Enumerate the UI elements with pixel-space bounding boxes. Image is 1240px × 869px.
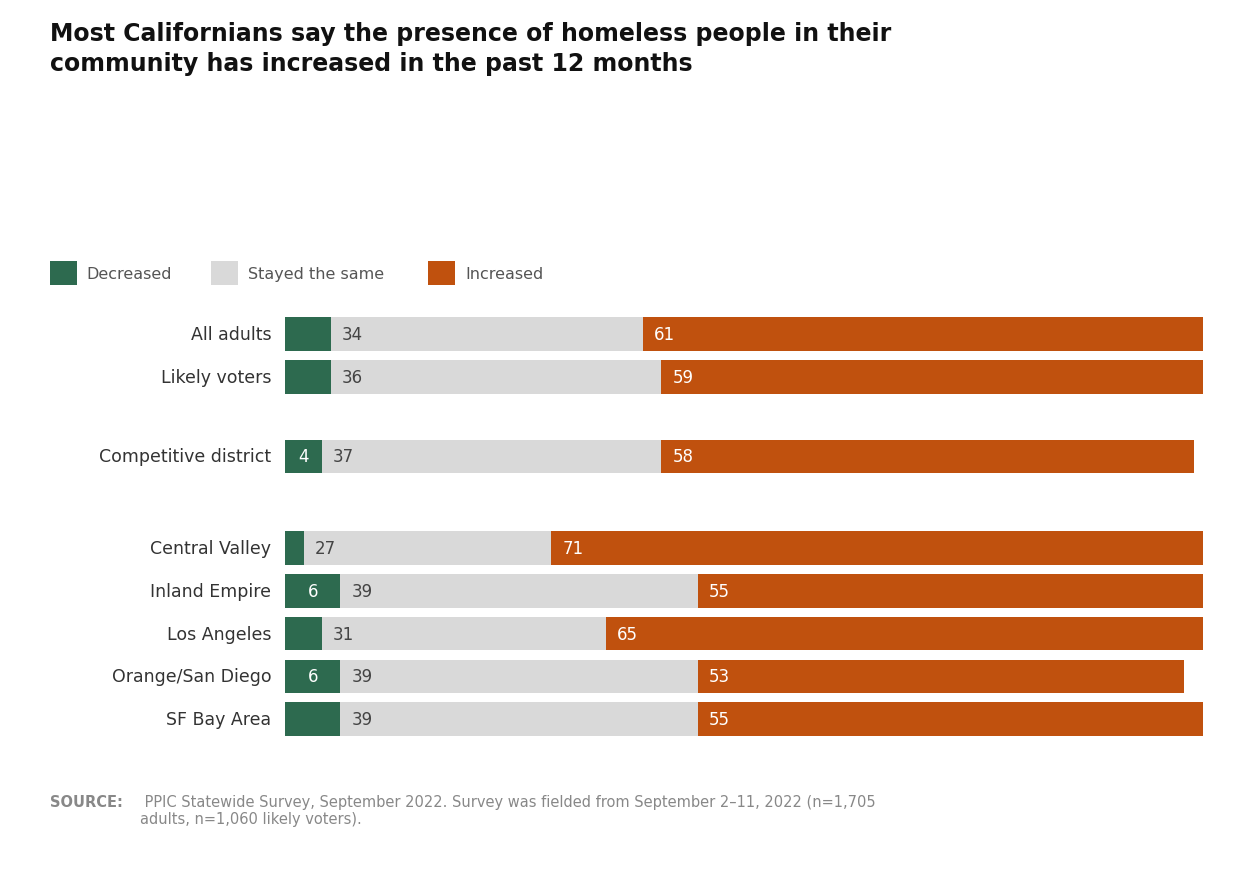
Text: 34: 34 bbox=[342, 326, 363, 343]
Bar bbox=[340, 703, 698, 736]
Text: Increased: Increased bbox=[465, 266, 543, 282]
Text: 27: 27 bbox=[315, 540, 336, 557]
Bar bbox=[644, 318, 1203, 351]
Text: 6: 6 bbox=[308, 667, 317, 686]
Bar bbox=[285, 440, 322, 474]
Text: Likely voters: Likely voters bbox=[161, 368, 272, 387]
Text: 39: 39 bbox=[351, 582, 372, 600]
Text: 37: 37 bbox=[332, 448, 355, 466]
Text: 59: 59 bbox=[672, 368, 693, 387]
Bar bbox=[285, 318, 331, 351]
Bar bbox=[340, 660, 698, 693]
Bar bbox=[285, 660, 340, 693]
Text: 55: 55 bbox=[709, 582, 730, 600]
Text: 36: 36 bbox=[342, 368, 363, 387]
Bar bbox=[661, 361, 1203, 395]
Text: Most Californians say the presence of homeless people in their
community has inc: Most Californians say the presence of ho… bbox=[50, 22, 890, 76]
Text: 58: 58 bbox=[672, 448, 693, 466]
Text: SOURCE:: SOURCE: bbox=[50, 794, 123, 809]
Text: 53: 53 bbox=[709, 667, 730, 686]
Text: 61: 61 bbox=[653, 326, 676, 343]
Text: 55: 55 bbox=[709, 710, 730, 728]
Text: 31: 31 bbox=[332, 625, 355, 643]
Bar bbox=[322, 440, 661, 474]
Bar bbox=[661, 440, 1194, 474]
Text: Stayed the same: Stayed the same bbox=[248, 266, 384, 282]
Text: 39: 39 bbox=[351, 667, 372, 686]
Bar bbox=[285, 703, 340, 736]
Bar bbox=[285, 574, 340, 608]
Text: 71: 71 bbox=[562, 540, 584, 557]
Text: 39: 39 bbox=[351, 710, 372, 728]
Text: 6: 6 bbox=[308, 582, 317, 600]
Bar bbox=[285, 361, 331, 395]
Text: Competitive district: Competitive district bbox=[99, 448, 272, 466]
Text: 65: 65 bbox=[618, 625, 639, 643]
Text: Decreased: Decreased bbox=[87, 266, 172, 282]
Text: PPIC Statewide Survey, September 2022. Survey was fielded from September 2–11, 2: PPIC Statewide Survey, September 2022. S… bbox=[140, 794, 875, 826]
Bar bbox=[698, 574, 1203, 608]
Text: Inland Empire: Inland Empire bbox=[150, 582, 272, 600]
Bar bbox=[331, 318, 644, 351]
Text: Central Valley: Central Valley bbox=[150, 540, 272, 557]
Bar bbox=[331, 361, 661, 395]
Bar bbox=[552, 532, 1203, 565]
Bar bbox=[698, 703, 1203, 736]
Bar bbox=[340, 574, 698, 608]
Bar bbox=[606, 617, 1203, 651]
Text: SF Bay Area: SF Bay Area bbox=[166, 710, 272, 728]
Bar bbox=[285, 617, 322, 651]
Text: 4: 4 bbox=[299, 448, 309, 466]
Bar bbox=[285, 532, 304, 565]
Text: Orange/San Diego: Orange/San Diego bbox=[112, 667, 272, 686]
Text: All adults: All adults bbox=[191, 326, 272, 343]
Bar bbox=[304, 532, 552, 565]
Text: Los Angeles: Los Angeles bbox=[167, 625, 272, 643]
Bar bbox=[698, 660, 1184, 693]
Bar bbox=[322, 617, 606, 651]
